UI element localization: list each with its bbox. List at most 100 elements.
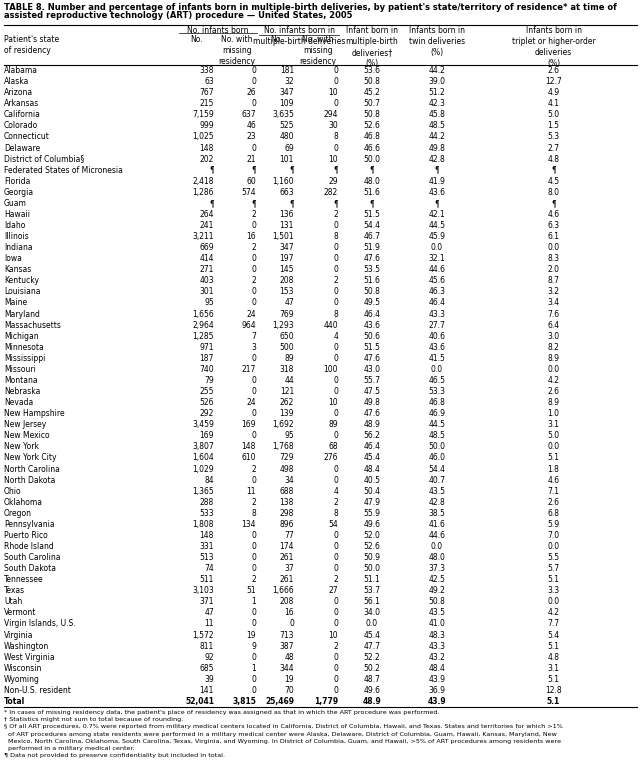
Text: 7: 7: [251, 332, 256, 340]
Text: 43.0: 43.0: [363, 365, 381, 374]
Text: 3.1: 3.1: [547, 664, 560, 672]
Text: 0: 0: [333, 653, 338, 662]
Text: 0: 0: [333, 221, 338, 230]
Text: 0: 0: [333, 66, 338, 75]
Text: 54.4: 54.4: [428, 464, 445, 474]
Text: 55.9: 55.9: [363, 509, 381, 518]
Text: 46.6: 46.6: [363, 144, 381, 152]
Text: 276: 276: [324, 454, 338, 463]
Text: 1,160: 1,160: [272, 177, 294, 186]
Text: 294: 294: [324, 110, 338, 119]
Text: 47.6: 47.6: [363, 254, 381, 263]
Text: Total: Total: [4, 697, 25, 706]
Text: 0: 0: [251, 608, 256, 617]
Text: 42.8: 42.8: [429, 498, 445, 506]
Text: 261: 261: [279, 575, 294, 584]
Text: 0: 0: [333, 144, 338, 152]
Text: 0: 0: [333, 620, 338, 629]
Text: 181: 181: [279, 66, 294, 75]
Text: 740: 740: [199, 365, 214, 374]
Text: 40.6: 40.6: [428, 332, 445, 340]
Text: 169: 169: [242, 420, 256, 429]
Text: 68: 68: [328, 442, 338, 451]
Text: Minnesota: Minnesota: [4, 343, 44, 352]
Text: 41.9: 41.9: [429, 177, 445, 186]
Text: Alaska: Alaska: [4, 77, 29, 86]
Text: 480: 480: [279, 132, 294, 142]
Text: 0: 0: [251, 298, 256, 308]
Text: 513: 513: [199, 553, 214, 562]
Text: 971: 971: [199, 343, 214, 352]
Text: 39: 39: [204, 675, 214, 684]
Text: 0.0: 0.0: [547, 243, 560, 252]
Text: 685: 685: [199, 664, 214, 672]
Text: 50.8: 50.8: [363, 288, 381, 296]
Text: 46.7: 46.7: [363, 232, 381, 241]
Text: Idaho: Idaho: [4, 221, 26, 230]
Text: 2: 2: [333, 642, 338, 650]
Text: 2: 2: [251, 210, 256, 219]
Text: 51.6: 51.6: [363, 187, 381, 197]
Text: Pennsylvania: Pennsylvania: [4, 520, 54, 529]
Text: 21: 21: [247, 155, 256, 164]
Text: 52.2: 52.2: [363, 653, 380, 662]
Text: 0: 0: [251, 553, 256, 562]
Text: 121: 121: [279, 387, 294, 396]
Text: 48.5: 48.5: [429, 431, 445, 441]
Text: Tennessee: Tennessee: [4, 575, 44, 584]
Text: 79: 79: [204, 376, 214, 385]
Text: 688: 688: [279, 487, 294, 496]
Text: 0: 0: [333, 686, 338, 695]
Text: 6.1: 6.1: [547, 232, 560, 241]
Text: 38.5: 38.5: [429, 509, 445, 518]
Text: 0: 0: [251, 77, 256, 86]
Text: 0: 0: [333, 343, 338, 352]
Text: ¶: ¶: [333, 166, 338, 174]
Text: 6.3: 6.3: [547, 221, 560, 230]
Text: 131: 131: [279, 221, 294, 230]
Text: 5.1: 5.1: [547, 642, 560, 650]
Text: 0: 0: [333, 99, 338, 108]
Text: 3,807: 3,807: [192, 442, 214, 451]
Text: 42.1: 42.1: [429, 210, 445, 219]
Text: Louisiana: Louisiana: [4, 288, 40, 296]
Text: 0: 0: [251, 376, 256, 385]
Text: § Of all ART procedures, 0.7% were reported from military medical centers locate: § Of all ART procedures, 0.7% were repor…: [4, 724, 563, 729]
Text: 338: 338: [199, 66, 214, 75]
Text: 26: 26: [246, 88, 256, 97]
Text: Infant born in
multiple-birth
deliveries†
(%): Infant born in multiple-birth deliveries…: [345, 26, 398, 68]
Text: 0.0: 0.0: [431, 243, 443, 252]
Text: Utah: Utah: [4, 597, 22, 607]
Text: 50.8: 50.8: [429, 597, 445, 607]
Text: 255: 255: [199, 387, 214, 396]
Text: 27: 27: [328, 586, 338, 595]
Text: ¶: ¶: [333, 199, 338, 208]
Text: 3.3: 3.3: [547, 586, 560, 595]
Text: 51: 51: [246, 586, 256, 595]
Text: 41.0: 41.0: [429, 620, 445, 629]
Text: 12.8: 12.8: [545, 686, 562, 695]
Text: 187: 187: [199, 354, 214, 363]
Text: 0: 0: [333, 476, 338, 484]
Text: ¶: ¶: [551, 166, 556, 174]
Text: New York: New York: [4, 442, 39, 451]
Text: 498: 498: [279, 464, 294, 474]
Text: 56.1: 56.1: [363, 597, 381, 607]
Text: 19: 19: [285, 675, 294, 684]
Text: 45.9: 45.9: [428, 232, 445, 241]
Text: 43.3: 43.3: [428, 310, 445, 318]
Text: 0: 0: [333, 553, 338, 562]
Text: 0: 0: [251, 620, 256, 629]
Text: ¶: ¶: [435, 199, 440, 208]
Text: 0: 0: [333, 254, 338, 263]
Text: 43.9: 43.9: [428, 697, 446, 706]
Text: 10: 10: [328, 630, 338, 640]
Text: No. with
missing
residency: No. with missing residency: [299, 35, 337, 67]
Text: New Hampshire: New Hampshire: [4, 409, 65, 418]
Text: 663: 663: [279, 187, 294, 197]
Text: 0: 0: [251, 431, 256, 441]
Text: 2.6: 2.6: [547, 387, 560, 396]
Text: ¶: ¶: [370, 166, 374, 174]
Text: 5.1: 5.1: [547, 575, 560, 584]
Text: 9: 9: [251, 642, 256, 650]
